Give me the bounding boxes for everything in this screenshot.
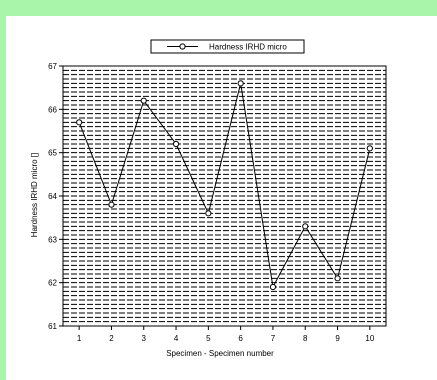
- x-axis-label: Specimen - Specimen number: [166, 349, 274, 358]
- y-tick-label: 66: [48, 105, 57, 114]
- y-tick-label: 64: [48, 192, 57, 201]
- x-tick-label: 5: [206, 334, 211, 343]
- y-tick-label: 63: [48, 235, 57, 244]
- x-tick-label: 4: [174, 334, 179, 343]
- data-point: [270, 284, 275, 289]
- data-point: [238, 81, 243, 86]
- y-axis-label: Hardness IRHD micro []: [30, 153, 39, 237]
- x-tick-label: 8: [303, 334, 308, 343]
- x-tick-label: 9: [335, 334, 340, 343]
- data-point: [173, 141, 178, 146]
- x-tick-label: 2: [109, 334, 114, 343]
- x-tick-label: 3: [142, 334, 147, 343]
- grid-lines: [63, 70, 386, 321]
- y-tick-label: 67: [48, 62, 57, 71]
- series-group: [77, 81, 373, 290]
- x-tick-label: 10: [365, 334, 374, 343]
- data-point: [335, 276, 340, 281]
- y-tick-label: 62: [48, 279, 57, 288]
- data-point: [141, 98, 146, 103]
- data-point: [109, 202, 114, 207]
- data-point: [303, 224, 308, 229]
- legend: Hardness IRHD micro: [151, 40, 304, 53]
- y-tick-label: 61: [48, 322, 57, 331]
- x-tick-label: 7: [271, 334, 276, 343]
- data-point: [77, 120, 82, 125]
- data-point: [206, 211, 211, 216]
- data-point: [367, 146, 372, 151]
- x-tick-label: 6: [238, 334, 243, 343]
- x-tick-label: 1: [77, 334, 82, 343]
- legend-label: Hardness IRHD micro: [209, 43, 287, 52]
- legend-marker: [180, 44, 185, 49]
- y-tick-label: 65: [48, 149, 57, 158]
